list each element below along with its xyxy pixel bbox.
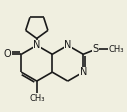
Text: S: S: [92, 44, 98, 54]
Text: CH₃: CH₃: [108, 45, 124, 54]
Text: N: N: [33, 40, 41, 50]
Text: N: N: [64, 40, 71, 50]
Text: N: N: [80, 67, 87, 77]
Text: CH₃: CH₃: [29, 94, 45, 103]
Text: O: O: [4, 49, 11, 59]
